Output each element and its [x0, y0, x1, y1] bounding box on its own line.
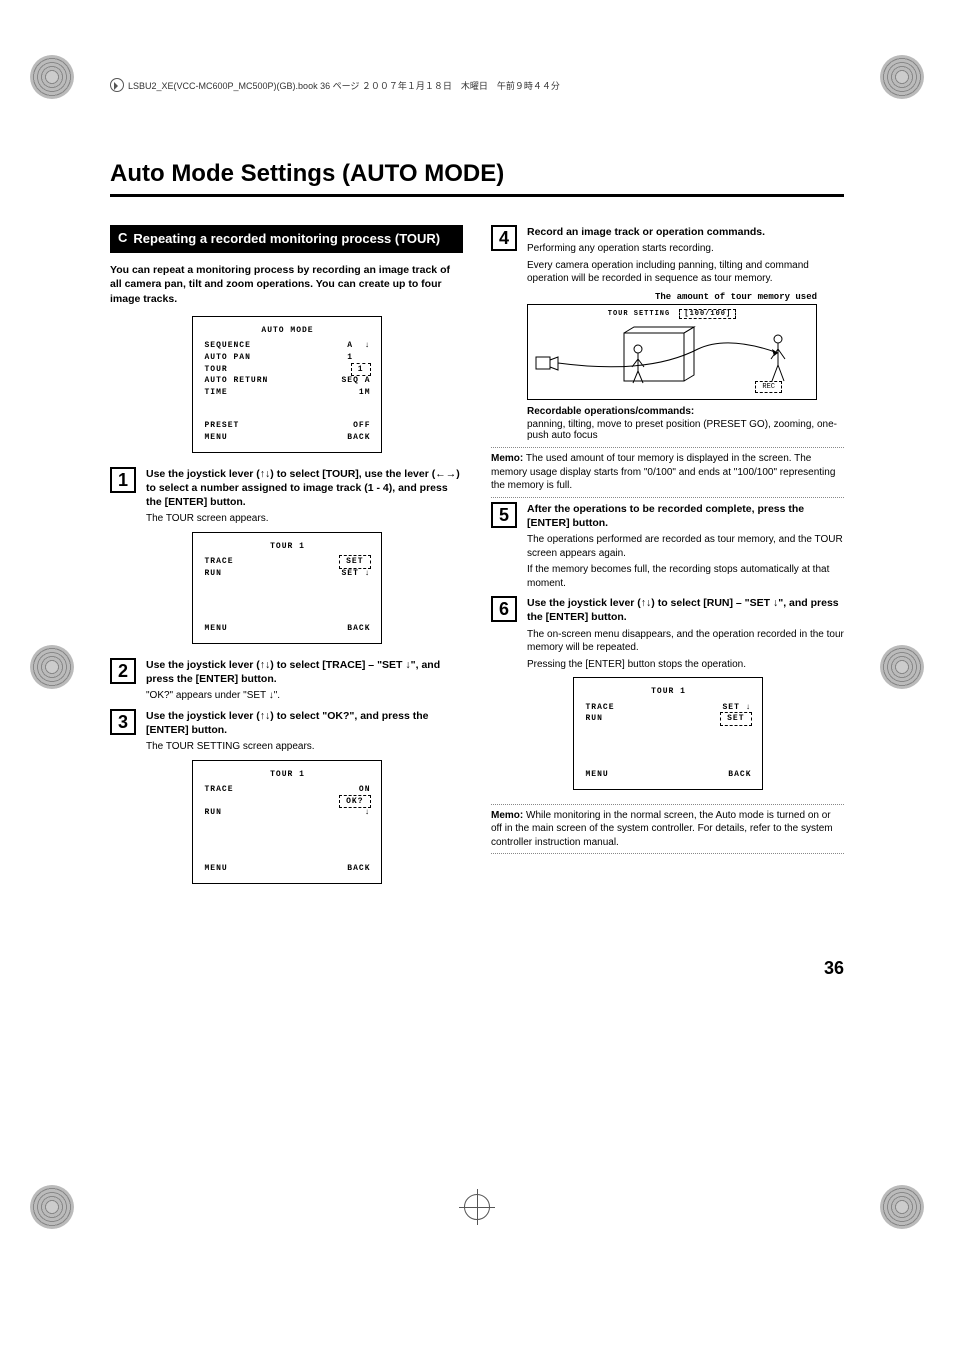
section-title: Repeating a recorded monitoring process … — [133, 231, 440, 247]
recordable-block: Recordable operations/commands: panning,… — [527, 406, 844, 441]
step-title: Use the joystick lever (↑↓) to select [T… — [146, 467, 463, 510]
screen-title: TOUR 1 — [205, 769, 371, 781]
screen-title: TOUR 1 — [586, 686, 752, 698]
step-6: 6 Use the joystick lever (↑↓) to select … — [491, 596, 844, 671]
step-title: Use the joystick lever (↑↓) to select [R… — [527, 596, 844, 624]
section-letter: C — [118, 231, 127, 245]
page-number: 36 — [110, 958, 844, 979]
arrow-icon — [110, 78, 124, 92]
right-column: 4 Record an image track or operation com… — [491, 225, 844, 898]
step-text: "OK?" appears under "SET ↓". — [146, 689, 463, 703]
screen-tour1-b: TOUR 1 TRACEON OK? RUN↓ MENUBACK — [192, 760, 382, 884]
step-number: 2 — [110, 658, 136, 684]
step-title: After the operations to be recorded comp… — [527, 502, 844, 530]
tour-setting-diagram: The amount of tour memory used TOUR SETT… — [527, 292, 817, 401]
step-title: Use the joystick lever (↑↓) to select [T… — [146, 658, 463, 686]
section-intro: You can repeat a monitoring process by r… — [110, 263, 463, 306]
page-title: Auto Mode Settings (AUTO MODE) — [110, 160, 844, 188]
left-column: C Repeating a recorded monitoring proces… — [110, 225, 463, 898]
step-3: 3 Use the joystick lever (↑↓) to select … — [110, 709, 463, 754]
print-header: LSBU2_XE(VCC-MC600P_MC500P)(GB).book 36 … — [110, 78, 844, 92]
step-number: 4 — [491, 225, 517, 251]
step-2: 2 Use the joystick lever (↑↓) to select … — [110, 658, 463, 703]
section-banner: C Repeating a recorded monitoring proces… — [110, 225, 463, 253]
screen-tour1-c: TOUR 1 TRACESET ↓ RUNSET MENUBACK — [573, 677, 763, 789]
step-title: Use the joystick lever (↑↓) to select "O… — [146, 709, 463, 737]
diagram-caption: The amount of tour memory used — [527, 292, 817, 303]
screen-tour1-a: TOUR 1 TRACESET RUNSET ↓ MENUBACK — [192, 532, 382, 644]
title-rule — [110, 194, 844, 197]
step-text: The TOUR SETTING screen appears. — [146, 740, 463, 754]
step-number: 5 — [491, 502, 517, 528]
step-number: 6 — [491, 596, 517, 622]
step-text: The TOUR screen appears. — [146, 512, 463, 526]
step-title: Record an image track or operation comma… — [527, 225, 844, 239]
step-text: Performing any operation starts recordin… — [527, 242, 844, 256]
step-1: 1 Use the joystick lever (↑↓) to select … — [110, 467, 463, 526]
step-5: 5 After the operations to be recorded co… — [491, 502, 844, 590]
step-number: 3 — [110, 709, 136, 735]
memo-a: Memo: The used amount of tour memory is … — [491, 447, 844, 498]
screen-title: AUTO MODE — [205, 325, 371, 337]
rec-indicator: REC — [755, 381, 782, 393]
screen-title: TOUR 1 — [205, 541, 371, 553]
step-number: 1 — [110, 467, 136, 493]
header-path: LSBU2_XE(VCC-MC600P_MC500P)(GB).book 36 … — [128, 79, 560, 92]
memo-b: Memo: While monitoring in the normal scr… — [491, 804, 844, 855]
screen-auto-mode: AUTO MODE SEQUENCEA ↓ AUTO PAN1 TOUR1 AU… — [192, 316, 382, 453]
step-text: Every camera operation including panning… — [527, 259, 844, 286]
step-4: 4 Record an image track or operation com… — [491, 225, 844, 286]
